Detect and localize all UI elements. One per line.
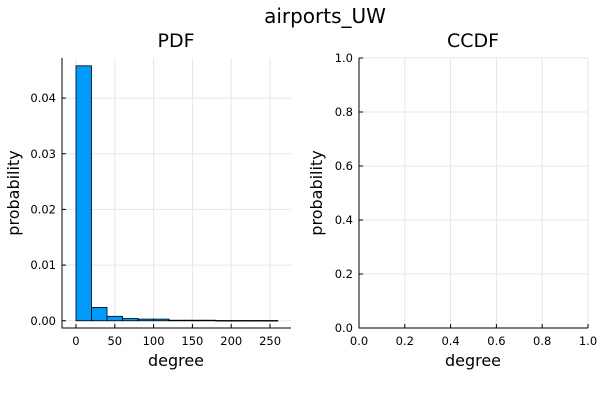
- pdf-gridlines: [62, 58, 291, 328]
- pdf-bar: [122, 318, 139, 322]
- ccdf-ytick-label: 0.2: [335, 267, 353, 281]
- pdf-x-ticks: 0 50 100 150 200 250: [72, 324, 281, 348]
- pdf-ylabel: probability: [4, 150, 23, 235]
- ccdf-ytick-label: 0.0: [335, 321, 353, 335]
- pdf-xtick-label: 250: [259, 334, 281, 348]
- ccdf-gridlines: [358, 57, 589, 329]
- pdf-bar: [199, 319, 217, 322]
- figure-title: airports_UW: [264, 4, 386, 28]
- pdf-bar: [168, 319, 186, 322]
- pdf-bar: [75, 65, 92, 322]
- ccdf-xtick-label: 0.4: [441, 334, 459, 348]
- pdf-panel: PDF 0 50 100 150 200 250 0.00 0.01 0.02 0.03 0.04…: [4, 30, 291, 370]
- pdf-y-ticks: 0.00 0.01 0.02 0.03 0.04: [30, 91, 66, 328]
- ccdf-x-ticks: 0.0 0.2 0.4 0.6 0.8 1.0: [350, 324, 597, 348]
- pdf-xtick-label: 0: [72, 334, 79, 348]
- ccdf-xtick-label: 0.6: [487, 334, 505, 348]
- pdf-bar: [91, 307, 108, 322]
- pdf-xtick-label: 150: [181, 334, 203, 348]
- pdf-axes: [61, 58, 291, 329]
- pdf-bar: [246, 320, 263, 322]
- ccdf-xlabel: degree: [445, 351, 501, 370]
- ccdf-ylabel: probability: [307, 150, 326, 235]
- pdf-bar: [184, 319, 201, 322]
- ccdf-xtick-label: 0.8: [533, 334, 551, 348]
- ccdf-axes: [358, 58, 588, 329]
- pdf-bar: [106, 315, 123, 322]
- pdf-xtick-label: 200: [220, 334, 242, 348]
- pdf-xtick-label: 50: [107, 334, 122, 348]
- ccdf-title: CCDF: [447, 30, 499, 52]
- pdf-xtick-label: 100: [143, 334, 165, 348]
- pdf-bar: [137, 318, 154, 322]
- pdf-title: PDF: [157, 30, 194, 52]
- ccdf-ytick-label: 1.0: [335, 51, 353, 65]
- ccdf-ytick-label: 0.8: [335, 105, 353, 119]
- ccdf-xtick-label: 0.0: [350, 334, 368, 348]
- ccdf-panel: CCDF 0.0 0.2 0.4 0.6 0.8 1.0 0.0 0.2 0.4 0.6 0.8 1…: [307, 30, 597, 370]
- pdf-bars: [75, 65, 279, 322]
- pdf-ytick-label: 0.03: [30, 147, 56, 161]
- ccdf-ytick-label: 0.6: [335, 159, 353, 173]
- pdf-bar: [153, 318, 170, 322]
- ccdf-y-ticks: 0.0 0.2 0.4 0.6 0.8 1.0: [335, 51, 363, 335]
- pdf-ytick-label: 0.02: [30, 202, 56, 216]
- pdf-ytick-label: 0.00: [30, 314, 56, 328]
- pdf-bar: [215, 320, 232, 322]
- pdf-bar: [230, 320, 248, 322]
- pdf-ytick-label: 0.04: [30, 91, 56, 105]
- pdf-ytick-label: 0.01: [30, 258, 56, 272]
- ccdf-xtick-label: 1.0: [579, 334, 597, 348]
- pdf-bar: [261, 320, 279, 322]
- ccdf-xtick-label: 0.2: [396, 334, 414, 348]
- pdf-xlabel: degree: [148, 351, 204, 370]
- ccdf-ytick-label: 0.4: [335, 213, 353, 227]
